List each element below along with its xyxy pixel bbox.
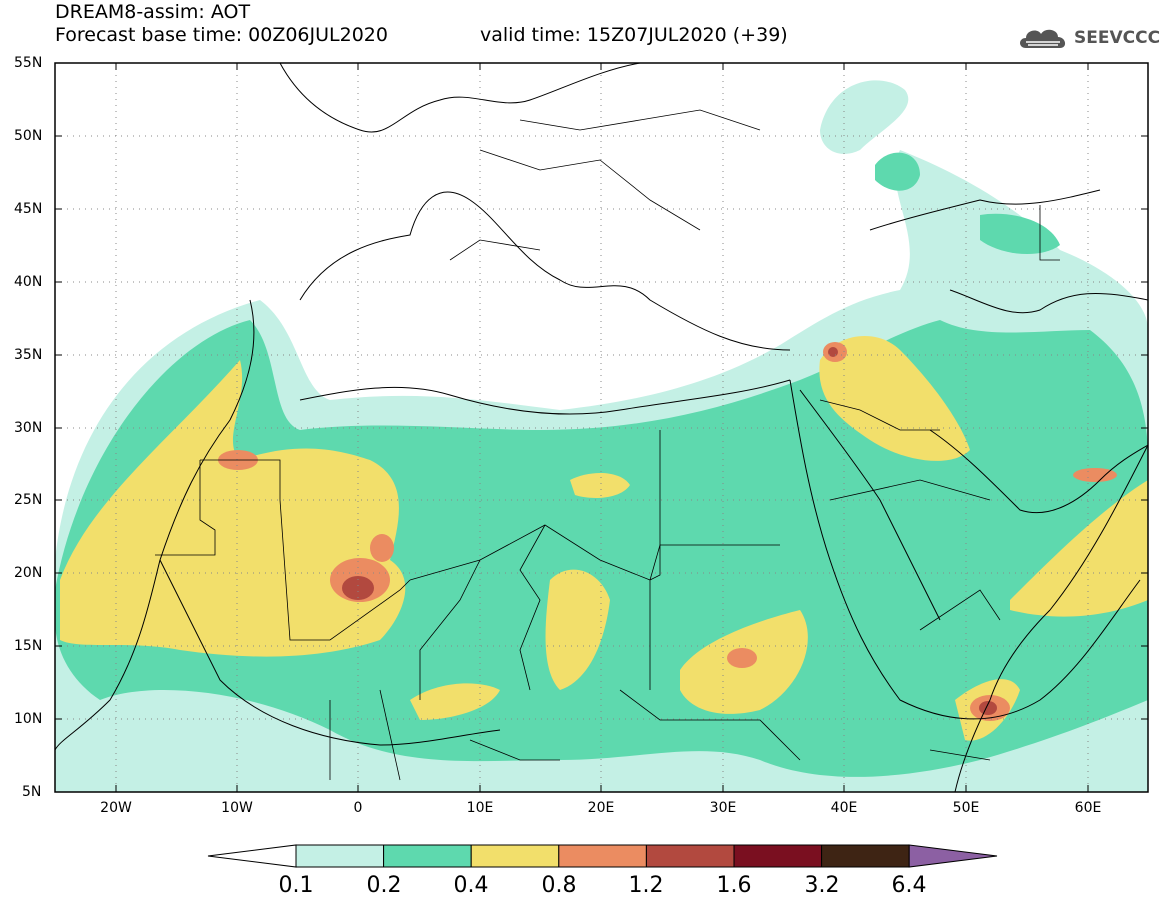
colorbar xyxy=(207,844,998,868)
axis-ticks xyxy=(55,62,1148,792)
lon-label: 40E xyxy=(830,800,858,816)
colorbar-segment-0.2 xyxy=(383,844,472,868)
lon-label: 0 xyxy=(353,800,363,816)
aot-region-0.4 xyxy=(410,683,500,720)
lon-label: 10W xyxy=(221,800,253,816)
aot-shading xyxy=(55,63,1148,792)
lon-label: 30E xyxy=(709,800,737,816)
aot-region-1.2 xyxy=(342,576,374,600)
aot-region-0.4 xyxy=(545,569,610,690)
lat-label: 50N xyxy=(14,128,43,144)
lon-label: 50E xyxy=(952,800,980,816)
coastlines xyxy=(55,63,1148,792)
lon-label: 20W xyxy=(100,800,132,816)
colorbar-segment-3.2 xyxy=(821,844,910,868)
lat-label: 55N xyxy=(14,55,43,71)
colorbar-label: 1.6 xyxy=(716,873,752,898)
colorbar-label: 3.2 xyxy=(804,873,840,898)
colorbar-label: 0.8 xyxy=(541,873,577,898)
lat-label: 10N xyxy=(14,711,43,727)
cloud-logo-icon xyxy=(1020,29,1066,48)
colorbar-label: 6.4 xyxy=(891,873,927,898)
aot-region-0.8 xyxy=(727,648,757,668)
colorbar-label: 0.1 xyxy=(278,873,314,898)
colorbar-label: 0.2 xyxy=(366,873,402,898)
colorbar-segment-above xyxy=(908,844,998,868)
lat-label: 40N xyxy=(14,274,43,290)
aot-region-0.4 xyxy=(570,473,630,498)
colorbar-segment-1.6 xyxy=(733,844,823,868)
lon-label: 10E xyxy=(466,800,494,816)
aot-region-0.4 xyxy=(60,360,406,657)
aot-region-0.8 xyxy=(370,534,394,562)
lat-label: 25N xyxy=(14,492,43,508)
seevccc-logo: SEEVCCC xyxy=(1016,24,1160,52)
lat-label: 30N xyxy=(14,420,43,436)
colorbar-segment-0.1 xyxy=(295,844,385,868)
valid-time: valid time: 15Z07JUL2020 (+39) xyxy=(480,24,788,46)
colorbar-segment-0.8 xyxy=(558,844,647,868)
map-title: DREAM8-assim: AOT xyxy=(55,1,251,23)
colorbar-segment-0.4 xyxy=(470,844,560,868)
lat-label: 45N xyxy=(14,201,43,217)
lat-label: 35N xyxy=(14,347,43,363)
colorbar-segment-below xyxy=(207,844,297,868)
aot-region-0.2 xyxy=(875,152,920,191)
lon-label: 20E xyxy=(587,800,615,816)
lat-label: 20N xyxy=(14,565,43,581)
colorbar-segment-1.2 xyxy=(645,844,735,868)
aot-region-1.2 xyxy=(979,701,997,715)
lon-label: 60E xyxy=(1074,800,1102,816)
lat-label: 15N xyxy=(14,638,43,654)
aot-region-0.4 xyxy=(1010,480,1148,617)
lat-label: 5N xyxy=(22,784,42,800)
borders xyxy=(155,109,1060,781)
aot-region-0.8 xyxy=(1073,468,1117,482)
colorbar-label: 1.2 xyxy=(628,873,664,898)
colorbar-label: 0.4 xyxy=(453,873,489,898)
grid-lines xyxy=(55,63,1148,792)
logo-text: SEEVCCC xyxy=(1074,28,1161,48)
forecast-base-time: Forecast base time: 00Z06JUL2020 xyxy=(55,24,388,46)
aot-region-0.1 xyxy=(820,80,909,154)
